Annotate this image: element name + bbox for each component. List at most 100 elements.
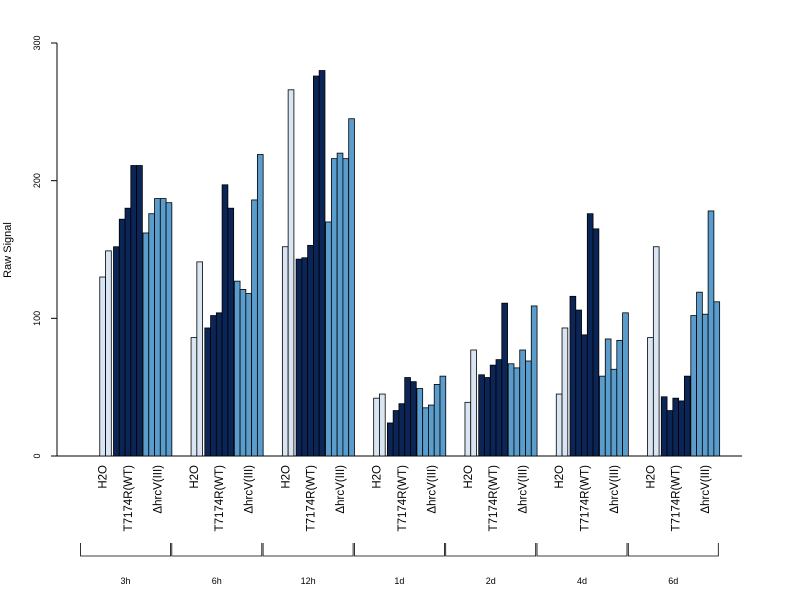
x-category-label: ΔhrcV(III) — [152, 465, 164, 514]
bar — [433, 384, 441, 457]
bar — [148, 213, 155, 457]
bar — [428, 404, 435, 457]
group-label: 2d — [486, 576, 496, 586]
bar — [464, 401, 472, 457]
x-category-label: H2O — [280, 465, 292, 489]
x-category-label: T7174R(WT) — [671, 465, 683, 532]
group-bracket — [536, 543, 628, 557]
bar — [124, 207, 132, 457]
x-category-label: T7174R(WT) — [397, 465, 409, 532]
bar — [313, 75, 320, 457]
bar — [622, 312, 629, 457]
bar — [215, 312, 223, 457]
bar — [683, 375, 691, 457]
bar — [489, 364, 497, 457]
bar — [113, 246, 120, 457]
bar — [713, 301, 721, 457]
x-category-label: ΔhrcV(III) — [609, 465, 621, 514]
bar — [325, 221, 332, 457]
bar — [575, 309, 582, 457]
bar — [592, 228, 600, 457]
group-bracket — [627, 543, 719, 557]
bar — [501, 302, 508, 457]
bar — [398, 403, 406, 457]
bar — [707, 210, 715, 457]
bar — [159, 198, 167, 457]
bar — [604, 338, 612, 457]
bar — [495, 359, 503, 457]
x-category-label: ΔhrcV(III) — [426, 465, 438, 514]
bar — [348, 118, 355, 457]
bar — [660, 396, 668, 457]
bar — [190, 337, 198, 457]
bar — [569, 295, 577, 457]
bar — [165, 202, 173, 457]
bar — [196, 261, 204, 457]
x-category-label: H2O — [463, 465, 475, 489]
x-category-label: ΔhrcV(III) — [700, 465, 712, 514]
x-category-label: H2O — [372, 465, 384, 489]
bar — [233, 280, 241, 457]
x-category-label: H2O — [645, 465, 657, 489]
bar — [422, 407, 429, 457]
bar — [142, 232, 150, 457]
bar — [530, 305, 538, 457]
bar — [404, 377, 411, 457]
y-tick-label: 100 — [32, 311, 42, 326]
bar — [647, 337, 654, 457]
x-category-label: H2O — [189, 465, 201, 489]
bar — [318, 70, 326, 457]
group-bracket — [354, 543, 445, 557]
bar — [610, 368, 618, 457]
bar — [210, 315, 217, 457]
bar — [616, 339, 623, 457]
bar — [221, 184, 229, 457]
bar — [507, 363, 515, 457]
bar — [586, 213, 594, 457]
bar — [307, 244, 314, 457]
bar — [555, 393, 563, 457]
x-category-label: ΔhrcV(III) — [244, 465, 256, 514]
bar — [652, 246, 660, 457]
bar — [701, 313, 709, 457]
bar — [118, 218, 126, 457]
group-bracket — [80, 543, 171, 557]
bar — [484, 377, 491, 457]
bar — [245, 293, 253, 457]
bar — [386, 422, 394, 457]
bar — [416, 388, 424, 457]
y-tick-label: 300 — [32, 35, 42, 50]
bar — [251, 199, 258, 457]
group-bracket — [171, 543, 263, 557]
group-label: 6h — [212, 576, 222, 586]
bar — [690, 315, 697, 457]
group-label: 4d — [577, 576, 587, 586]
bar — [227, 207, 235, 457]
x-category-label: ΔhrcV(III) — [518, 465, 530, 514]
bar — [281, 246, 289, 457]
bar — [678, 400, 685, 457]
x-category-label: ΔhrcV(III) — [335, 465, 347, 514]
bar — [379, 393, 386, 457]
bar — [581, 334, 588, 457]
bar — [105, 250, 112, 457]
bar — [330, 158, 338, 457]
bar — [599, 375, 606, 457]
y-tick-label: 200 — [32, 173, 42, 188]
bar — [392, 410, 400, 457]
x-category-label: H2O — [98, 465, 110, 489]
bar — [130, 165, 137, 457]
bar — [525, 360, 532, 457]
bar — [99, 276, 106, 457]
bar — [136, 165, 143, 457]
bar — [519, 349, 526, 457]
bar — [342, 158, 350, 457]
x-category-label: T7174R(WT) — [306, 465, 318, 532]
bar — [561, 327, 569, 457]
bar — [666, 410, 674, 457]
x-category-label: T7174R(WT) — [214, 465, 226, 532]
bar — [410, 381, 417, 457]
x-category-label: H2O — [554, 465, 566, 489]
y-axis-label: Raw Signal — [2, 222, 14, 278]
